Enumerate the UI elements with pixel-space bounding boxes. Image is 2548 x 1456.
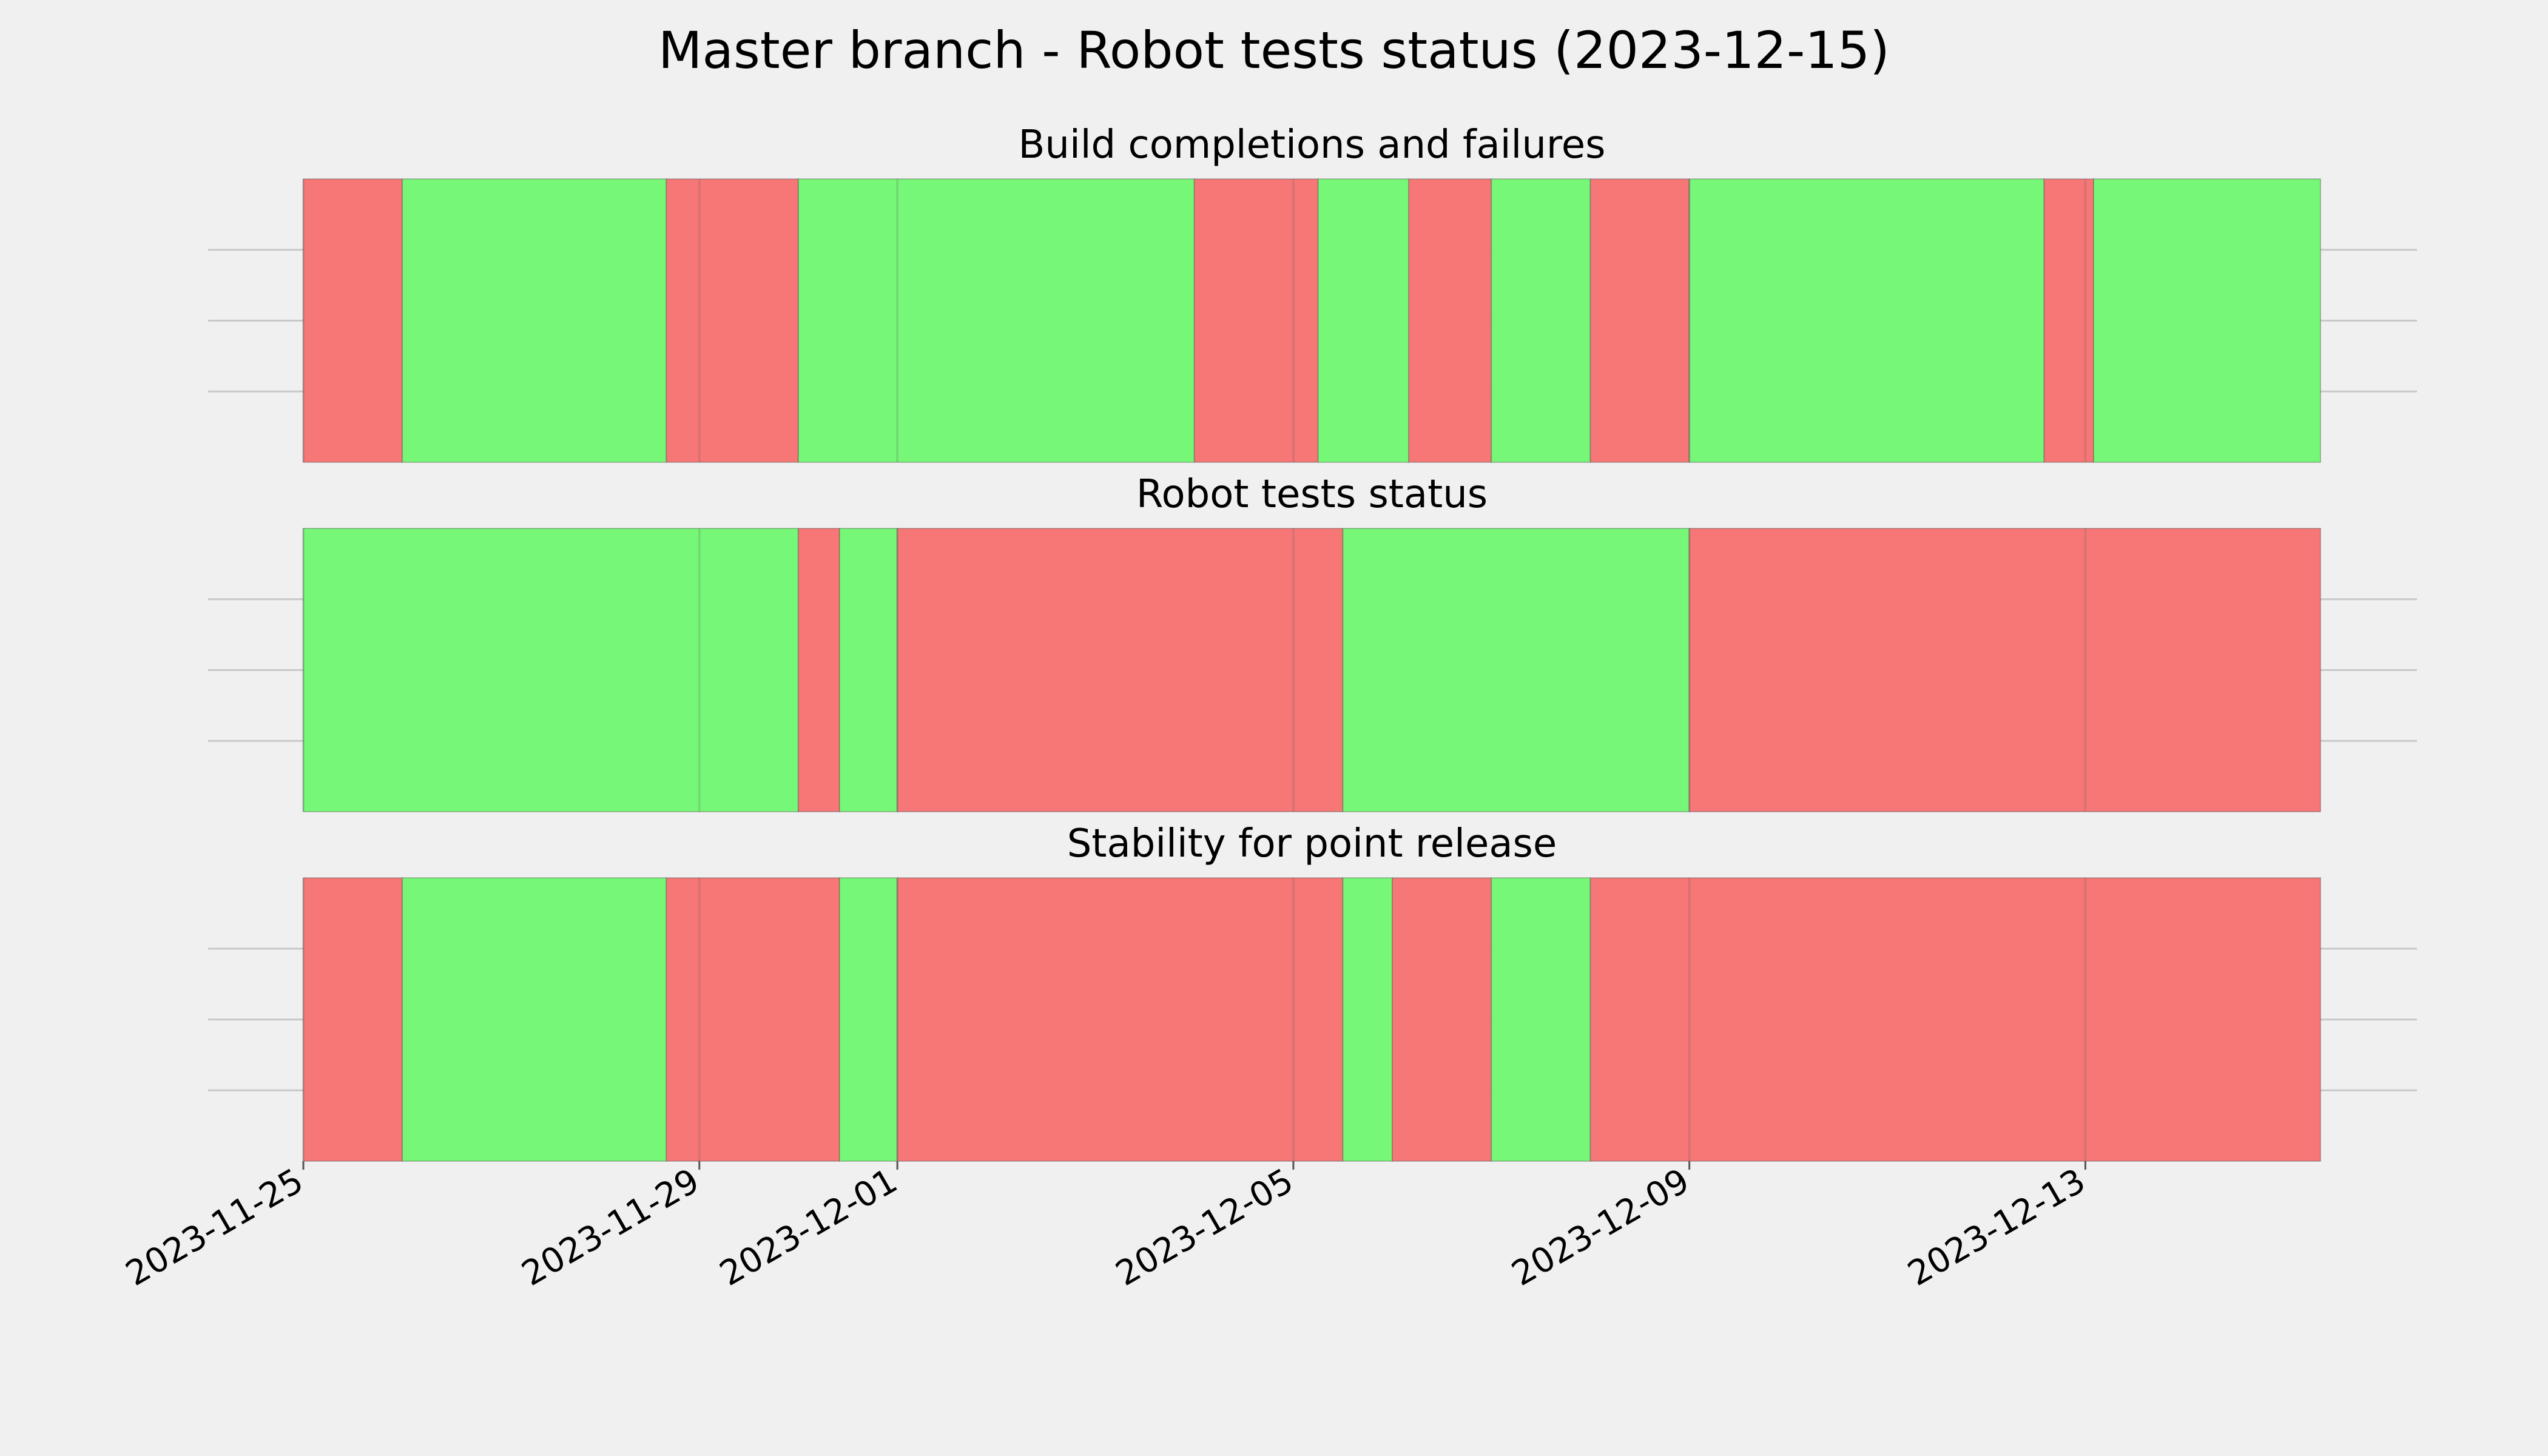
panel-2-segment-5-pass xyxy=(1342,528,1690,812)
panel-1-segment-5-fail xyxy=(1193,178,1319,463)
panel-3-segment-4-pass xyxy=(838,877,898,1162)
panel-1: Build completions and failures xyxy=(208,123,2417,463)
panel-2-segment-4-fail xyxy=(897,528,1344,812)
panel-3-title: Stability for point release xyxy=(1067,821,1557,866)
panel-1-segment-9-fail xyxy=(1589,178,1690,463)
panel-3-segment-2-pass xyxy=(402,877,667,1162)
panel-1-segment-1-fail xyxy=(303,178,403,463)
panel-1-segment-4-pass xyxy=(797,178,1195,463)
panel-3-segment-9-fail xyxy=(1589,877,2321,1162)
panel-1-segment-2-pass xyxy=(402,178,667,463)
panel-3-segment-3-fail xyxy=(666,877,840,1162)
chart-title: Master branch - Robot tests status (2023… xyxy=(658,21,1890,80)
panel-3-segment-6-pass xyxy=(1342,877,1394,1162)
panel-1-segment-8-pass xyxy=(1491,178,1591,463)
panel-3-segment-8-pass xyxy=(1491,877,1591,1162)
panel-2-segment-1-pass xyxy=(303,528,799,812)
panel-3-segment-1-fail xyxy=(303,877,403,1162)
panel-3-segment-5-fail xyxy=(897,877,1344,1162)
panel-3: Stability for point release xyxy=(208,821,2417,1162)
panel-1-segment-3-fail xyxy=(666,178,799,463)
panel-2-segment-3-pass xyxy=(838,528,898,812)
panel-3-segment-7-fail xyxy=(1392,877,1492,1162)
panel-1-segment-6-pass xyxy=(1317,178,1410,463)
panel-1-segment-7-fail xyxy=(1408,178,1492,463)
panels: Build completions and failures Robot test… xyxy=(208,123,2417,1162)
panel-2-title: Robot tests status xyxy=(1136,472,1488,517)
panel-1-segment-10-pass xyxy=(1688,178,2045,463)
panel-2: Robot tests status xyxy=(208,472,2417,812)
panel-1-title: Build completions and failures xyxy=(1019,123,1606,167)
panel-2-segment-2-fail xyxy=(797,528,840,812)
panel-1-segment-11-fail xyxy=(2043,178,2095,463)
panel-2-segment-6-fail xyxy=(1688,528,2321,812)
panel-1-segment-12-pass xyxy=(2093,178,2321,463)
